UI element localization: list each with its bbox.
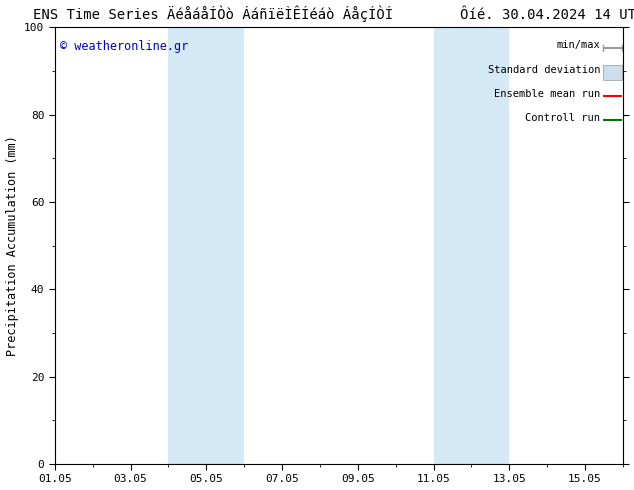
Bar — [169, 27, 244, 464]
Text: min/max: min/max — [557, 41, 600, 50]
Y-axis label: Precipitation Accumulation (mm): Precipitation Accumulation (mm) — [6, 135, 18, 356]
Text: Controll run: Controll run — [525, 113, 600, 122]
Title: ENS Time Series ÄéåáåÍÒò ÁáñïëÌÊÍéáò ÁåçÍÒÍ        Ôíé. 30.04.2024 14 UTC: ENS Time Series ÄéåáåÍÒò ÁáñïëÌÊÍéáò Áåç… — [33, 5, 634, 22]
Bar — [603, 65, 622, 80]
Text: Standard deviation: Standard deviation — [488, 65, 600, 74]
Text: © weatheronline.gr: © weatheronline.gr — [60, 41, 189, 53]
Bar — [434, 27, 509, 464]
Text: Ensemble mean run: Ensemble mean run — [494, 89, 600, 98]
